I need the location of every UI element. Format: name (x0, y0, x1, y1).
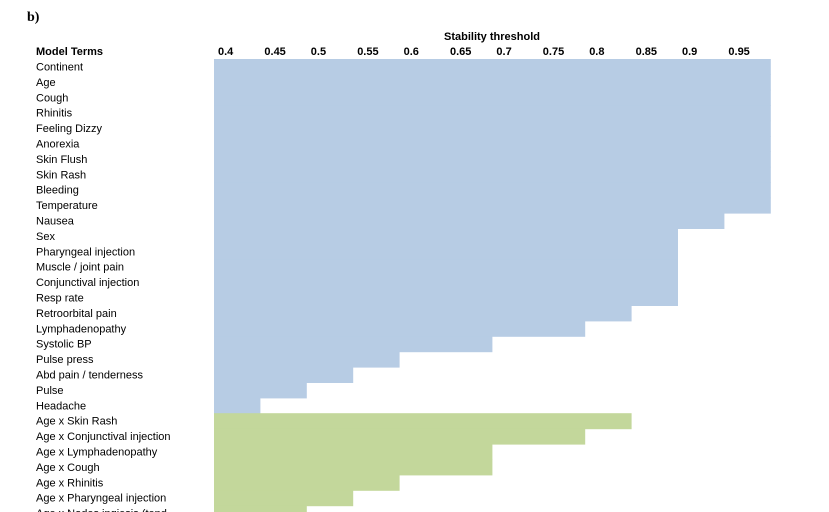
main-effect-bar (214, 228, 678, 245)
threshold-label: 0.7 (496, 46, 511, 58)
model-term-label: Rhinitis (36, 108, 73, 120)
model-term-label: Resp rate (36, 293, 84, 305)
main-effect-bar (214, 197, 771, 214)
main-effect-bar (214, 274, 678, 291)
model-term-label: Feeling Dizzy (36, 123, 103, 135)
model-term-label: Age x Rhinitis (36, 477, 104, 489)
interaction-bar (214, 459, 493, 476)
main-effect-bar (214, 182, 771, 199)
main-effect-bar (214, 74, 771, 91)
model-term-label: Anorexia (36, 139, 80, 151)
model-term-label: Age x Lymphadenopathy (36, 447, 158, 459)
threshold-label: 0.55 (357, 46, 378, 58)
threshold-label: 0.4 (218, 46, 234, 58)
interaction-bar (214, 490, 354, 507)
threshold-label: 0.85 (636, 46, 657, 58)
main-effect-bar (214, 397, 261, 414)
model-term-label: Conjunctival injection (36, 277, 139, 289)
model-term-label: Continent (36, 62, 83, 74)
model-term-label: Age x Nodes ingiesis (tend... (36, 508, 176, 512)
main-effect-bar (214, 213, 725, 229)
main-effect-bar (214, 259, 678, 276)
main-effect-bar (214, 136, 771, 152)
interaction-bar (214, 505, 307, 512)
main-effect-bar (214, 305, 632, 322)
chart-title: Stability threshold (444, 31, 540, 43)
model-term-label: Headache (36, 400, 86, 412)
threshold-label: 0.5 (311, 46, 326, 58)
model-term-label: Sex (36, 231, 55, 243)
threshold-label: 0.95 (728, 46, 749, 58)
interaction-bar (214, 428, 586, 445)
model-term-label: Age x Conjunctival injection (36, 431, 171, 443)
row-header: Model Terms (36, 46, 103, 58)
main-effect-bar (214, 243, 678, 260)
main-effect-bar (214, 336, 493, 353)
model-term-label: Pharyngeal injection (36, 246, 135, 258)
threshold-label: 0.8 (589, 46, 604, 58)
threshold-label: 0.45 (264, 46, 285, 58)
model-term-label: Age (36, 77, 56, 89)
model-term-label: Muscle / joint pain (36, 262, 124, 274)
main-effect-bar (214, 59, 771, 75)
main-effect-bar (214, 89, 771, 106)
threshold-label: 0.6 (404, 46, 419, 58)
threshold-label: 0.75 (543, 46, 564, 58)
model-term-label: Age x Cough (36, 462, 100, 474)
panel-label: b) (27, 10, 40, 25)
model-term-label: Nausea (36, 216, 75, 228)
model-term-label: Cough (36, 92, 68, 104)
model-term-label: Age x Skin Rash (36, 416, 117, 428)
threshold-label: 0.9 (682, 46, 697, 58)
model-term-label: Pulse (36, 385, 64, 397)
main-effect-bar (214, 320, 586, 337)
interaction-bar (214, 444, 493, 460)
model-term-label: Retroorbital pain (36, 308, 117, 320)
threshold-label: 0.65 (450, 46, 471, 58)
interaction-bar (214, 413, 632, 430)
main-effect-bar (214, 151, 771, 168)
model-term-label: Pulse press (36, 354, 94, 366)
interaction-bar (214, 474, 400, 491)
model-term-label: Age x Pharyngeal injection (36, 493, 166, 505)
main-effect-bar (214, 166, 771, 183)
main-effect-bar (214, 351, 400, 368)
model-term-label: Abd pain / tenderness (36, 370, 144, 382)
main-effect-bar (214, 120, 771, 137)
main-effect-bar (214, 382, 307, 399)
main-effect-bar (214, 105, 771, 122)
model-term-label: Skin Rash (36, 169, 86, 181)
model-term-label: Skin Flush (36, 154, 87, 166)
model-term-label: Lymphadenopathy (36, 323, 127, 335)
model-term-label: Temperature (36, 200, 98, 212)
model-term-label: Systolic BP (36, 339, 92, 351)
main-effect-bar (214, 290, 678, 306)
main-effect-bar (214, 367, 354, 383)
model-term-label: Bleeding (36, 185, 79, 197)
